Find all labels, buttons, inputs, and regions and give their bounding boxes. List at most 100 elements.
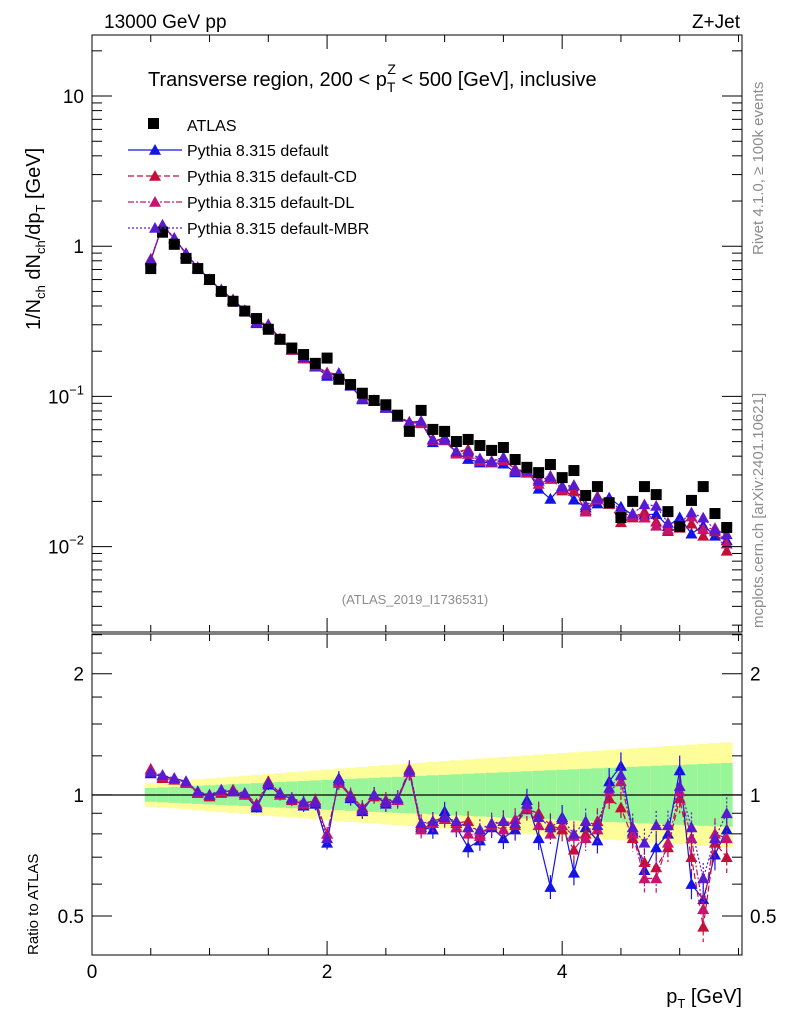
ratio-point-default	[544, 881, 557, 892]
atlas-point	[345, 379, 357, 391]
ratio-point-default-MBR	[250, 799, 263, 811]
point-default	[673, 511, 686, 523]
ratio-point-default-MBR	[297, 795, 310, 807]
series-line-default-DL	[150, 224, 728, 545]
ylabel-b-sub: ch	[33, 240, 48, 254]
atlas-point	[145, 263, 157, 275]
point-default	[650, 508, 663, 520]
atlas-point	[615, 512, 627, 524]
xlabel-sub: T	[677, 996, 685, 1011]
atlas-point	[721, 522, 733, 534]
point-default-MBR	[462, 445, 475, 457]
xlabel-main: p	[666, 986, 677, 1008]
data-marks	[144, 218, 733, 943]
ratio-point-default	[614, 759, 627, 771]
ratio-point-default-MBR	[473, 823, 486, 835]
ratio-point-default-MBR	[426, 815, 439, 827]
ratio-point-default-MBR	[344, 790, 357, 802]
atlas-point	[333, 373, 345, 385]
axis-ticks: 0 2 4 10−2 10−1 1 10 0.5 0.5 1 1 2 2	[48, 35, 776, 983]
legend-label-atlas: ATLAS	[187, 118, 237, 135]
atlas-point	[697, 481, 709, 493]
ratio-point-default	[462, 841, 475, 853]
ratio-point-default-DL	[697, 903, 710, 914]
atlas-point	[627, 495, 639, 507]
atlas-point	[168, 238, 180, 250]
point-default-MBR	[485, 455, 498, 466]
point-default-MBR	[697, 511, 710, 523]
atlas-point	[685, 494, 697, 506]
atlas-point	[533, 467, 545, 479]
ratio-point-default-DL	[532, 819, 545, 831]
ratio-point-default-MBR	[556, 813, 569, 824]
point-default-MBR	[720, 528, 733, 540]
legend-label-default: Pythia 8.315 default	[187, 143, 329, 160]
ratio-point-default-MBR	[462, 821, 475, 833]
ratio-point-default-MBR	[403, 764, 416, 776]
ratio-point-default-MBR	[144, 765, 157, 777]
ratio-point-default-DL	[450, 821, 463, 833]
ratio-point-default	[650, 841, 663, 853]
ratio-point-default-MBR	[497, 815, 510, 827]
legend-marker-default-MBR	[149, 222, 161, 233]
ratio-point-default-CD	[462, 815, 475, 827]
ratio-point-default	[720, 823, 733, 835]
atlas-point	[662, 506, 674, 518]
point-default-MBR	[438, 433, 451, 445]
x-tick-label: 4	[557, 962, 568, 983]
ratio-point-default-MBR	[720, 807, 733, 819]
ratio-point-default-MBR	[391, 792, 404, 804]
ratio-point-default-MBR	[168, 772, 181, 783]
analysis-id: (ATLAS_2019_I1736531)	[342, 592, 488, 607]
ratio-point-default-CD	[638, 856, 651, 868]
ratio-point-default-MBR	[356, 803, 369, 815]
ratio-point-default-MBR	[544, 821, 557, 833]
ratio-point-default-DL	[626, 827, 639, 839]
legend-label-default-CD: Pythia 8.315 default-CD	[187, 169, 357, 186]
ratio-point-default-DL	[638, 872, 651, 884]
atlas-point	[298, 349, 310, 361]
plot-title: Transverse region, 200 < pTZ < 500 [GeV]…	[148, 61, 597, 95]
legend-label-default-DL: Pythia 8.315 default-DL	[187, 195, 354, 212]
ratio-point-default-DL	[661, 836, 674, 848]
atlas-point	[521, 461, 533, 473]
ratio-point-default-MBR	[321, 832, 334, 844]
ratio-point-default-MBR	[379, 795, 392, 807]
atlas-point	[356, 387, 368, 399]
ratio-point-default-MBR	[227, 785, 240, 797]
energy-label: 13000 GeV pp	[104, 12, 227, 33]
atlas-point	[286, 342, 298, 354]
atlas-point	[497, 441, 509, 453]
atlas-point	[192, 263, 204, 275]
atlas-point	[321, 352, 333, 364]
ratio-tick-label-left: 1	[73, 786, 84, 807]
point-default-MBR	[450, 445, 463, 457]
point-default-CD	[638, 505, 651, 517]
point-default-CD	[720, 544, 733, 556]
ratio-point-default-CD	[720, 851, 733, 862]
atlas-point	[509, 454, 521, 466]
point-default-MBR	[415, 415, 428, 426]
point-default-DL	[661, 523, 674, 535]
ratio-point-default-MBR	[603, 781, 616, 793]
ratio-point-default-MBR	[532, 811, 545, 822]
point-default-MBR	[650, 499, 663, 511]
ratio-point-default-MBR	[415, 817, 428, 829]
main-frame	[91, 34, 743, 633]
ylabel-c-sub: T	[33, 204, 48, 212]
ratio-point-default-CD	[614, 801, 627, 813]
ratio-point-default-MBR	[591, 819, 604, 831]
ratio-point-default-MBR	[520, 797, 533, 809]
ratio-point-default-MBR	[685, 821, 698, 833]
ratio-tick-label-left: 0.5	[58, 907, 84, 928]
ratio-point-default-MBR	[661, 819, 674, 831]
ratio-tick-label-right: 2	[750, 665, 761, 686]
ratio-point-default-MBR	[180, 775, 193, 787]
ratio-point-default-MBR	[368, 788, 381, 800]
series-line-default-CD	[150, 224, 728, 552]
atlas-point	[556, 472, 568, 484]
title-sup: Z	[387, 61, 396, 77]
atlas-point	[368, 394, 380, 406]
ratio-point-default-MBR	[156, 769, 169, 780]
